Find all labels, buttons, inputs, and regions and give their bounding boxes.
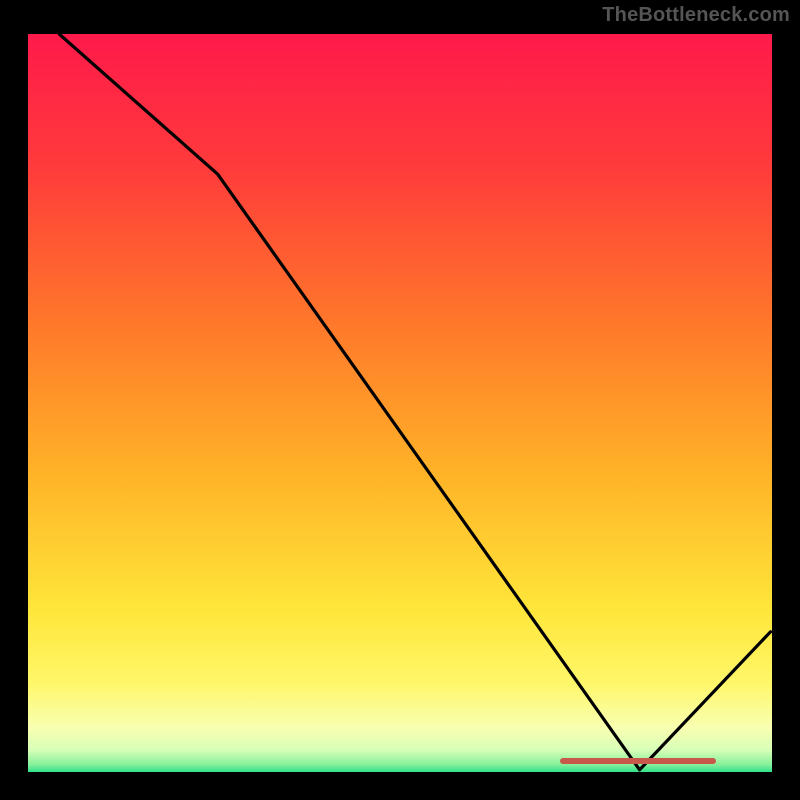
bottleneck-curve xyxy=(59,34,770,770)
plot-outer-frame xyxy=(14,28,786,786)
plot-interior xyxy=(28,34,772,772)
chart-line-layer xyxy=(28,34,772,772)
page-root: TheBottleneck.com xyxy=(0,0,800,800)
optimal-range-marker xyxy=(560,758,716,764)
watermark-text: TheBottleneck.com xyxy=(602,4,790,27)
